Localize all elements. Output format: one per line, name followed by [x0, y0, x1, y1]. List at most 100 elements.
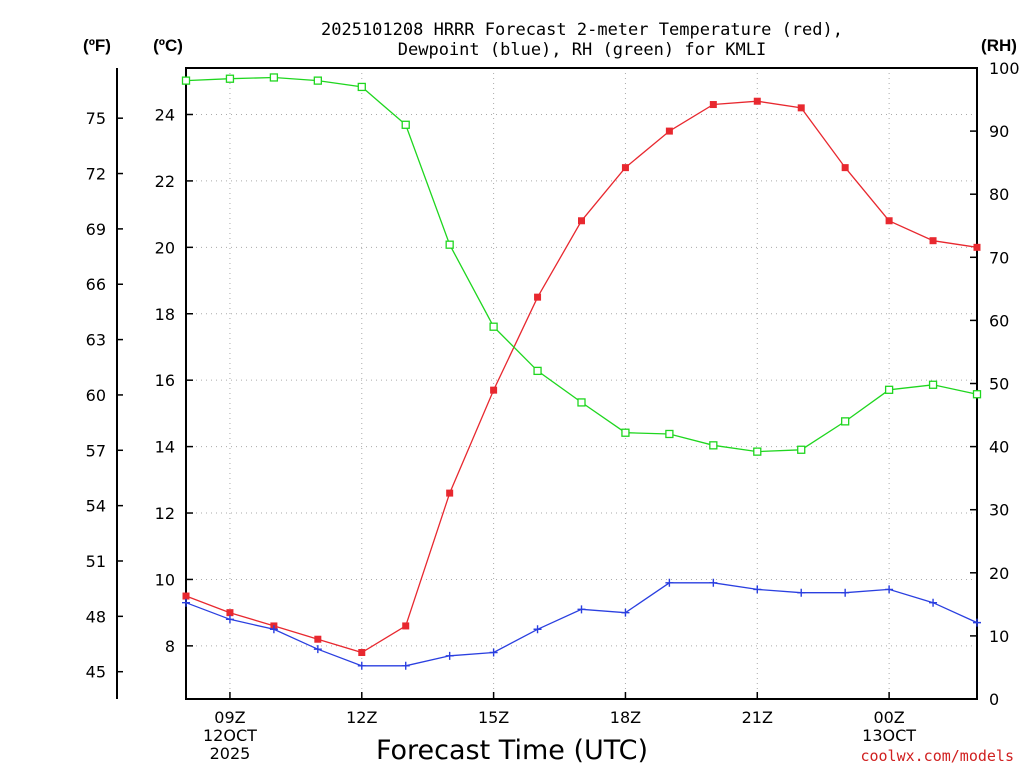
- temperature-point: [358, 649, 366, 657]
- x-tick-label: 15Z: [478, 708, 509, 727]
- temperature-point: [578, 217, 585, 225]
- rh-point: [489, 322, 498, 331]
- dewpoint-point: [182, 598, 190, 607]
- rh-point: [225, 74, 235, 83]
- fahrenheit-tick-label: 54: [86, 497, 106, 516]
- x-tick-label: 12OCT: [203, 726, 257, 745]
- dewpoint-point: [313, 645, 322, 654]
- dewpoint-point: [709, 578, 718, 587]
- credit-link[interactable]: coolwx.com/models: [860, 747, 1014, 765]
- fahrenheit-tick-label: 69: [86, 220, 106, 239]
- rh-point: [401, 120, 410, 129]
- dewpoint-point: [489, 648, 498, 657]
- dewpoint-point: [973, 618, 981, 627]
- x-tick-label: 21Z: [742, 708, 773, 727]
- dewpoint-point: [621, 608, 630, 617]
- dewpoint-point: [753, 585, 762, 594]
- temperature-point: [182, 592, 190, 600]
- rh-point: [621, 428, 630, 437]
- fahrenheit-tick-label: 48: [86, 607, 106, 626]
- fahrenheit-tick-label: 57: [86, 441, 106, 460]
- rh-tick-label: 70: [989, 248, 1009, 267]
- celsius-tick-label: 22: [155, 172, 175, 191]
- rh-tick-label: 0: [989, 690, 999, 709]
- temperature-point: [226, 609, 234, 617]
- x-tick-label: 18Z: [610, 708, 641, 727]
- rh-point: [841, 417, 850, 426]
- rh-point: [533, 366, 542, 376]
- temperature-point: [621, 164, 629, 172]
- axes: 45 48 51 54 57 60 63 66 69 72 75 8 10 12 14 16 18 20 22 24 0…: [86, 59, 1020, 763]
- grid-lines: [186, 68, 977, 699]
- rh-point: [665, 429, 674, 439]
- rh-tick-label: 30: [989, 501, 1009, 520]
- dewpoint-point: [797, 588, 806, 597]
- fahrenheit-tick-label: 72: [86, 165, 106, 184]
- x-tick-label: 00Z: [873, 708, 904, 727]
- fahrenheit-unit-label: (ºF): [83, 36, 111, 55]
- plot-frame: [185, 67, 978, 700]
- x-tick-label: 12Z: [346, 708, 377, 727]
- series-layer: [181, 73, 982, 670]
- dewpoint-point: [533, 625, 542, 634]
- x-tick-label: 09Z: [214, 708, 245, 727]
- rh-point: [181, 76, 191, 85]
- chart-title-line2: Dewpoint (blue), RH (green) for KMLI: [398, 40, 766, 60]
- dewpoint-series-line: [185, 582, 978, 667]
- rh-point: [928, 380, 938, 389]
- celsius-tick-label: 24: [155, 105, 175, 124]
- temperature-point: [402, 622, 410, 630]
- celsius-tick-label: 10: [155, 570, 175, 589]
- chart-title-line1: 2025101208 HRRR Forecast 2-meter Tempera…: [321, 20, 843, 40]
- rh-point: [313, 76, 322, 85]
- celsius-unit-label: (ºC): [153, 36, 183, 55]
- rh-tick-label: 10: [989, 627, 1009, 646]
- rh-tick-label: 50: [989, 375, 1009, 394]
- rh-point: [577, 398, 586, 407]
- rh-point: [445, 240, 454, 249]
- dewpoint-point: [401, 661, 410, 670]
- celsius-tick-label: 16: [155, 371, 175, 390]
- celsius-tick-label: 18: [155, 305, 175, 324]
- temperature-series-line: [185, 100, 978, 654]
- temperature-point: [753, 97, 761, 105]
- fahrenheit-tick-label: 51: [86, 552, 106, 571]
- temperature-point: [841, 164, 849, 172]
- fahrenheit-tick-label: 75: [86, 109, 106, 128]
- temperature-point: [709, 101, 717, 109]
- rh-tick-label: 100: [989, 59, 1020, 78]
- rh-tick-label: 40: [989, 438, 1009, 457]
- rh-tick-label: 90: [989, 122, 1009, 141]
- temperature-point: [885, 217, 893, 225]
- dewpoint-point: [269, 625, 278, 634]
- celsius-tick-label: 8: [165, 637, 175, 656]
- rh-point: [269, 73, 279, 82]
- temperature-point: [314, 635, 322, 643]
- temperature-point: [797, 104, 805, 112]
- x-tick-label: 2025: [210, 744, 251, 763]
- dewpoint-point: [929, 598, 938, 607]
- dewpoint-point: [885, 585, 894, 594]
- fahrenheit-tick-label: 63: [86, 331, 106, 350]
- dewpoint-point: [841, 588, 850, 597]
- dewpoint-point: [445, 651, 454, 660]
- x-tick-label: 13OCT: [862, 726, 916, 745]
- temperature-point: [929, 237, 937, 245]
- fahrenheit-tick-label: 60: [86, 386, 106, 405]
- x-axis-label: Forecast Time (UTC): [376, 735, 648, 766]
- rh-point: [884, 385, 894, 394]
- rh-tick-label: 20: [989, 564, 1009, 583]
- celsius-tick-label: 20: [155, 238, 175, 257]
- celsius-tick-label: 14: [155, 438, 175, 457]
- dewpoint-point: [577, 605, 586, 614]
- temperature-point: [973, 243, 981, 251]
- dewpoint-point: [225, 615, 234, 624]
- fahrenheit-tick-label: 45: [86, 663, 106, 682]
- dewpoint-point: [357, 661, 366, 670]
- rh-unit-label: (RH): [981, 36, 1017, 55]
- rh-point: [357, 82, 366, 92]
- temperature-point: [665, 127, 673, 135]
- rh-tick-label: 80: [989, 185, 1009, 204]
- fahrenheit-tick-label: 66: [86, 275, 106, 294]
